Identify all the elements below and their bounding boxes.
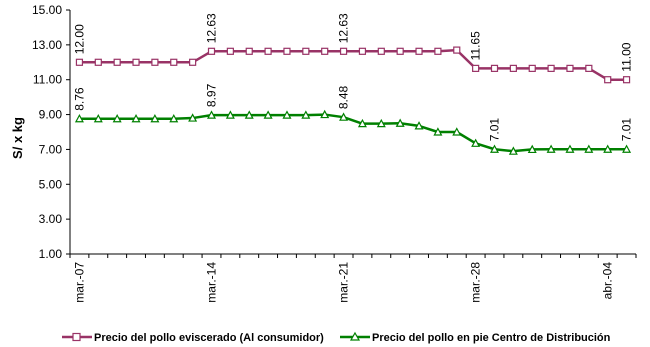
data-point	[93, 113, 103, 123]
data-point	[225, 110, 235, 119]
data-label: 7.01	[620, 118, 634, 142]
data-point	[508, 146, 518, 155]
data-point	[283, 47, 291, 55]
y-tick-label: 11.00	[33, 73, 62, 87]
series-0	[75, 46, 631, 84]
data-label: 11.00	[620, 42, 634, 71]
data-label: 12.63	[337, 13, 351, 43]
data-point	[244, 110, 254, 119]
y-tick-label: 1.00	[39, 247, 63, 261]
y-tick-label: 9.00	[39, 108, 63, 122]
data-point	[357, 118, 367, 128]
data-label: 7.01	[488, 118, 502, 142]
data-point	[226, 47, 234, 55]
data-point	[527, 144, 537, 154]
data-point	[622, 144, 632, 153]
data-label: 12.00	[72, 24, 86, 54]
x-tick-label: mar.-14	[205, 262, 219, 303]
series-1	[74, 109, 632, 155]
axes: 1.00 3.00 5.00 7.00 9.00 11.00 13.00 15.00 mar.-…	[32, 3, 637, 303]
data-point	[433, 127, 443, 136]
data-point	[434, 47, 442, 55]
x-tick-label: mar.-21	[337, 262, 351, 303]
data-point	[188, 113, 198, 122]
data-point	[302, 47, 310, 55]
data-point	[320, 109, 330, 119]
data-point	[75, 58, 84, 66]
data-point	[358, 47, 367, 55]
y-tick-label: 3.00	[39, 212, 63, 226]
data-point	[604, 76, 612, 84]
y-tick-label: 13.00	[32, 38, 62, 52]
data-point	[132, 58, 140, 66]
data-point	[245, 47, 253, 55]
data-point	[584, 144, 594, 153]
data-label: 8.48	[337, 86, 351, 110]
legend-label-en-pie: Precio del pollo en pie Centro de Distri…	[372, 332, 611, 344]
y-tick-label: 7.00	[39, 142, 63, 156]
data-point	[471, 138, 481, 147]
series-line	[79, 48, 627, 81]
data-point	[94, 58, 102, 66]
legend-item-eviscerado: Precio del pollo eviscerado (Al consumid…	[62, 332, 324, 344]
data-point	[151, 58, 159, 66]
data-point	[489, 144, 500, 153]
square-marker-icon	[72, 332, 81, 342]
data-point	[453, 46, 461, 54]
data-point	[566, 64, 574, 72]
data-point	[339, 47, 348, 55]
data-point	[206, 110, 217, 119]
y-tick-label: 5.00	[39, 177, 63, 191]
data-point	[414, 121, 424, 130]
data-label: 8.76	[72, 87, 86, 111]
data-point	[301, 110, 311, 119]
data-point	[376, 118, 386, 128]
data-point	[472, 64, 480, 72]
data-point	[565, 144, 575, 153]
data-point	[339, 112, 349, 121]
data-point	[321, 47, 329, 55]
data-point	[113, 58, 121, 66]
data-point	[603, 144, 613, 153]
x-tick-label: mar.-07	[72, 262, 86, 303]
data-point	[207, 47, 216, 55]
data-point	[622, 76, 631, 84]
legend-label-eviscerado: Precio del pollo eviscerado (Al consumid…	[94, 332, 324, 344]
triangle-marker-icon	[349, 331, 361, 341]
y-axis-label: S/ x kg	[10, 117, 25, 159]
data-point	[396, 47, 404, 55]
data-point	[585, 64, 593, 72]
data-point	[528, 64, 536, 72]
x-tick-label: abr.-04	[601, 262, 615, 300]
series-layer	[74, 46, 632, 155]
y-tick-label: 15.00	[32, 3, 62, 17]
data-point	[395, 118, 405, 127]
data-point	[377, 47, 385, 55]
data-point	[150, 113, 160, 123]
data-label: 11.65	[469, 31, 483, 60]
data-label: 12.63	[205, 13, 219, 43]
series-line	[79, 113, 627, 153]
data-point	[546, 144, 556, 153]
data-point	[509, 64, 517, 72]
data-point	[170, 58, 178, 66]
data-point	[263, 110, 273, 119]
data-label: 8.97	[205, 83, 219, 107]
data-point	[74, 113, 84, 123]
x-tick-label: mar.-28	[469, 262, 483, 303]
data-point	[452, 127, 462, 136]
data-point	[282, 110, 292, 119]
data-point	[169, 113, 179, 123]
data-point	[264, 47, 272, 55]
legend-item-en-pie: Precio del pollo en pie Centro de Distri…	[340, 331, 611, 344]
data-point	[131, 113, 141, 123]
data-point	[490, 64, 499, 72]
data-point	[547, 64, 555, 72]
legend: Precio del pollo eviscerado (Al consumid…	[62, 331, 611, 344]
data-point	[189, 58, 197, 66]
data-labels: 12.00 12.63 12.63 11.65 11.00 8.76 8.97 8.48 7.0…	[72, 13, 633, 141]
data-point	[415, 47, 423, 55]
data-point	[112, 113, 122, 123]
